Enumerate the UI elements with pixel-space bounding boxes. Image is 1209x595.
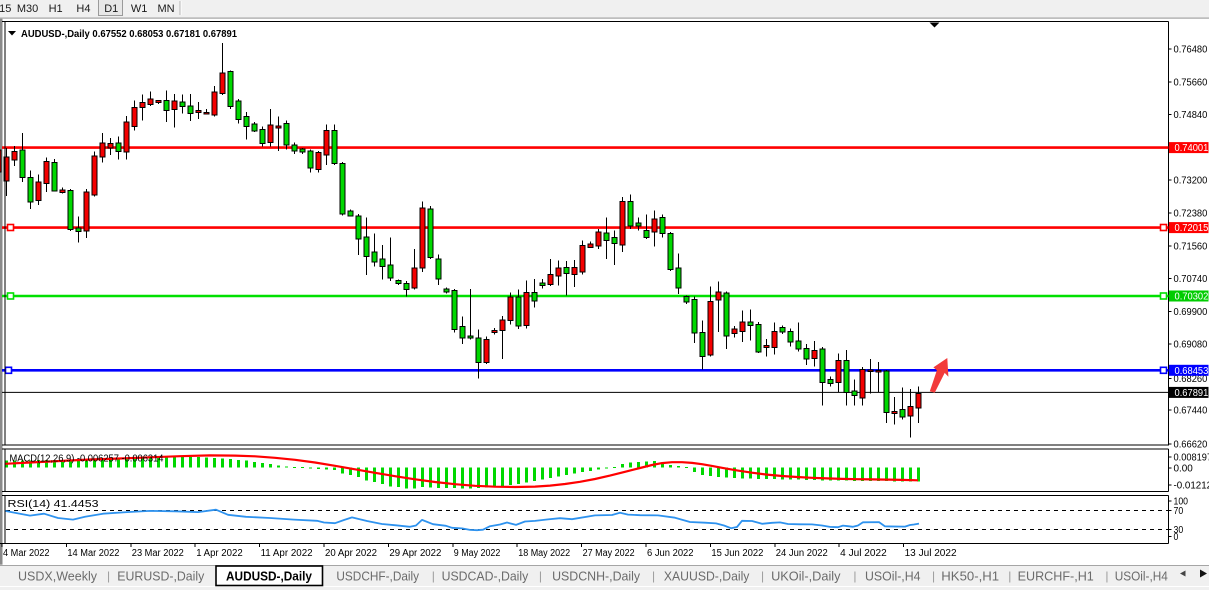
svg-text:70: 70	[1174, 506, 1184, 517]
svg-text:HK50-,H1: HK50-,H1	[941, 569, 999, 584]
svg-text:USDCHF-,Daily: USDCHF-,Daily	[336, 569, 419, 584]
svg-text:H1: H1	[49, 3, 63, 15]
svg-text:|: |	[932, 569, 935, 583]
svg-text:|: |	[539, 569, 542, 583]
svg-text:USDCNH-,Daily: USDCNH-,Daily	[552, 569, 640, 584]
svg-text:EURUSD-,Daily: EURUSD-,Daily	[117, 569, 204, 584]
svg-text:0.75660: 0.75660	[1174, 77, 1208, 88]
svg-text:M30: M30	[17, 3, 38, 15]
svg-text:|: |	[1105, 569, 1108, 583]
svg-text:0: 0	[1174, 532, 1179, 543]
svg-text:29 Apr 2022: 29 Apr 2022	[389, 548, 441, 559]
svg-text:0.73200: 0.73200	[1174, 176, 1208, 187]
svg-text:EURCHF-,H1: EURCHF-,H1	[1018, 569, 1094, 584]
svg-text:MACD(12,26,9) -0.006257 -0.006: MACD(12,26,9) -0.006257 -0.006314	[10, 454, 164, 465]
svg-text:USOil-,H4: USOil-,H4	[865, 569, 921, 584]
svg-text:0.008197: 0.008197	[1174, 453, 1209, 464]
svg-text:AUDUSD-,Daily 0.67552 0.68053: AUDUSD-,Daily 0.67552 0.68053 0.67181 0.…	[21, 29, 237, 40]
svg-text:18 May 2022: 18 May 2022	[518, 548, 570, 559]
svg-text:0.76480: 0.76480	[1174, 45, 1208, 56]
svg-text:W1: W1	[131, 3, 148, 15]
svg-text:|: |	[1008, 569, 1011, 583]
svg-text:6 Jun 2022: 6 Jun 2022	[647, 548, 694, 559]
svg-text:D1: D1	[104, 3, 118, 15]
svg-text:0.72380: 0.72380	[1174, 209, 1208, 220]
svg-text:0.70302: 0.70302	[1175, 292, 1209, 303]
svg-text:23 Mar 2022: 23 Mar 2022	[132, 548, 184, 559]
svg-text:0.70740: 0.70740	[1174, 274, 1208, 285]
svg-text:XAUUSD-,Daily: XAUUSD-,Daily	[664, 569, 750, 584]
svg-text:0.00: 0.00	[1174, 463, 1194, 474]
svg-text:0.69900: 0.69900	[1174, 307, 1208, 318]
svg-text:0.66620: 0.66620	[1174, 440, 1208, 451]
svg-text:M15: M15	[0, 3, 11, 15]
svg-text:14 Mar 2022: 14 Mar 2022	[67, 548, 119, 559]
svg-text:24 Jun 2022: 24 Jun 2022	[776, 548, 828, 559]
svg-text:|: |	[652, 569, 655, 583]
svg-text:MN: MN	[158, 3, 175, 15]
svg-text:13 Jul 2022: 13 Jul 2022	[905, 548, 957, 559]
svg-text:-0.01212: -0.01212	[1174, 481, 1209, 492]
svg-text:USDX,Weekly: USDX,Weekly	[18, 569, 97, 584]
svg-text:11 Apr 2022: 11 Apr 2022	[261, 548, 313, 559]
svg-text:USOil-,H4: USOil-,H4	[1115, 569, 1168, 584]
svg-text:0.74840: 0.74840	[1174, 110, 1208, 121]
svg-text:AUDUSD-,Daily: AUDUSD-,Daily	[226, 569, 313, 584]
svg-text:27 May 2022: 27 May 2022	[583, 548, 635, 559]
svg-text:4 Jul 2022: 4 Jul 2022	[840, 548, 887, 559]
svg-text:|: |	[107, 569, 110, 583]
svg-text:20 Apr 2022: 20 Apr 2022	[325, 548, 377, 559]
svg-text:|: |	[853, 569, 856, 583]
svg-text:0.67440: 0.67440	[1174, 405, 1208, 416]
svg-text:RSI(14) 41.4453: RSI(14) 41.4453	[8, 499, 100, 510]
svg-text:0.72015: 0.72015	[1175, 223, 1209, 234]
svg-text:4 Mar 2022: 4 Mar 2022	[3, 548, 50, 559]
svg-text:15 Jun 2022: 15 Jun 2022	[711, 548, 763, 559]
svg-text:0.71560: 0.71560	[1174, 241, 1208, 252]
svg-text:0.67891: 0.67891	[1175, 388, 1209, 399]
svg-text:|: |	[432, 569, 435, 583]
svg-text:USDCAD-,Daily: USDCAD-,Daily	[442, 569, 529, 584]
svg-text:|: |	[761, 569, 764, 583]
svg-text:UKOil-,Daily: UKOil-,Daily	[771, 569, 841, 584]
svg-text:0.74001: 0.74001	[1175, 143, 1209, 154]
svg-text:0.68453: 0.68453	[1175, 366, 1209, 377]
svg-text:0.69080: 0.69080	[1174, 340, 1208, 351]
svg-text:1 Apr 2022: 1 Apr 2022	[196, 548, 243, 559]
svg-text:H4: H4	[76, 3, 90, 15]
svg-text:9 May 2022: 9 May 2022	[454, 548, 501, 559]
